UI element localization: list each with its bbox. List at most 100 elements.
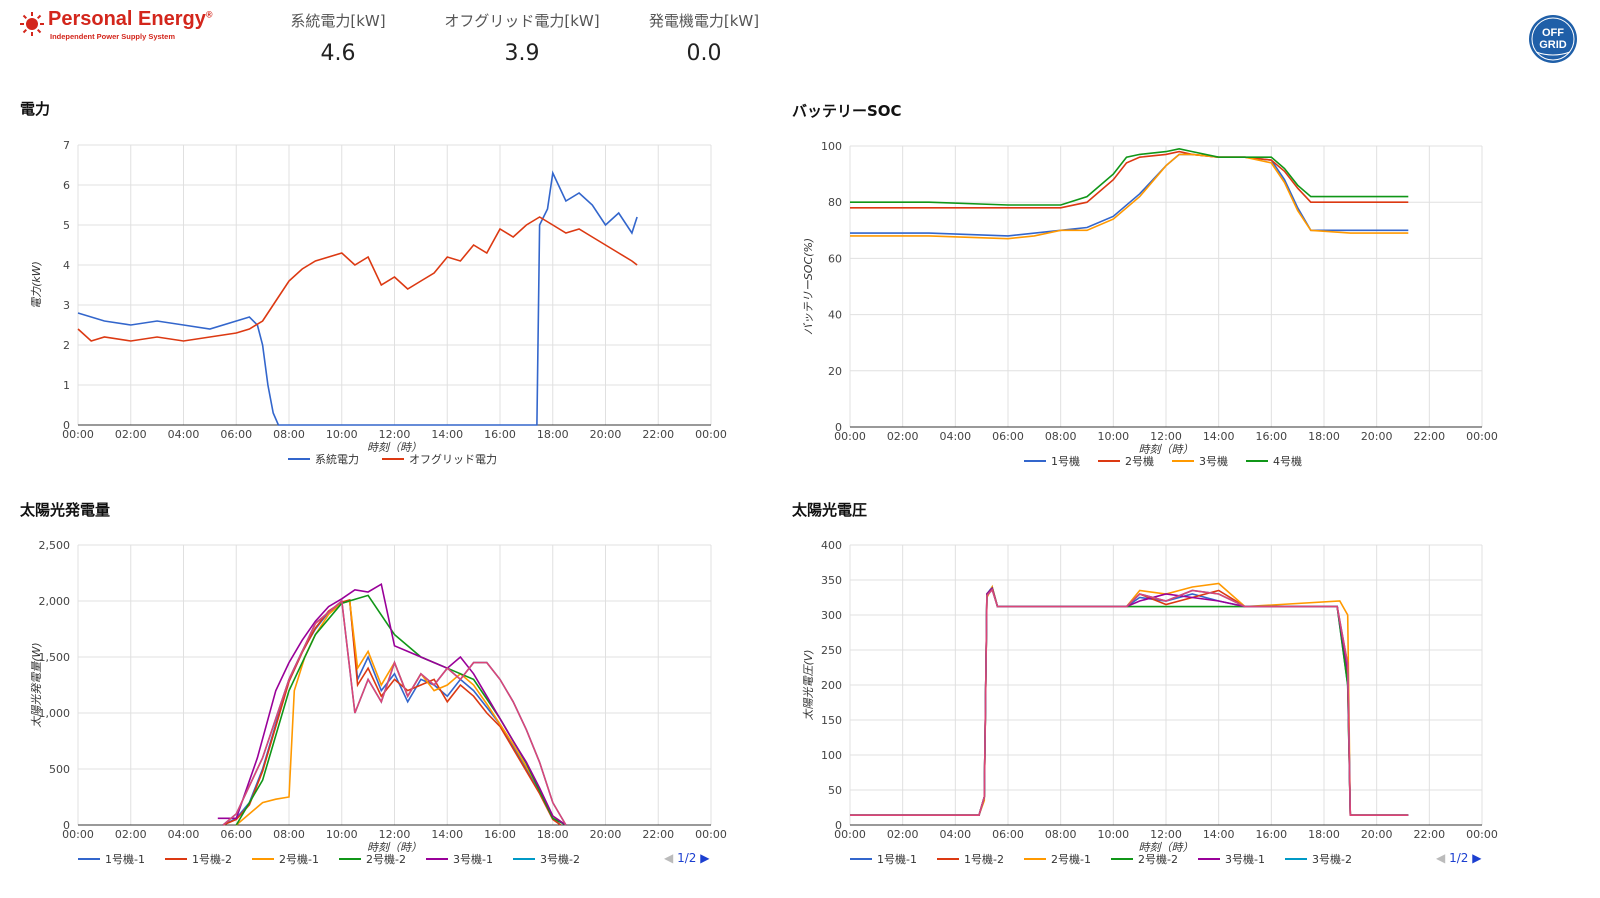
y-tick-label: 0 — [63, 819, 70, 832]
x-tick-label: 02:00 — [115, 428, 147, 441]
x-tick-label: 20:00 — [590, 828, 622, 841]
y-tick-label: 100 — [821, 749, 842, 762]
y-tick-label: 50 — [828, 784, 842, 797]
y-tick-label: 5 — [63, 219, 70, 232]
x-tick-label: 14:00 — [431, 828, 463, 841]
x-tick-label: 18:00 — [1308, 430, 1340, 443]
legend-label: 系統電力 — [315, 452, 359, 466]
stat-label: オフグリッド電力[kW] — [444, 12, 600, 30]
y-axis-label: 太陽光発電量(W) — [30, 642, 43, 727]
stat-label: 発電機電力[kW] — [648, 12, 760, 30]
x-tick-label: 00:00 — [1466, 430, 1498, 443]
y-tick-label: 300 — [821, 609, 842, 622]
x-tick-label: 04:00 — [168, 428, 200, 441]
x-tick-label: 20:00 — [1361, 430, 1393, 443]
brand-name: Personal Energy® — [48, 8, 213, 30]
pv-power-chart[interactable]: 0 500 1,000 1,500 2,000 2,500 00:00 02:00 04:00 0… — [0, 527, 780, 872]
x-tick-label: 04:00 — [168, 828, 200, 841]
y-tick-label: 1,500 — [39, 651, 71, 664]
x-tick-label: 22:00 — [1413, 828, 1445, 841]
y-tick-label: 20 — [828, 365, 842, 378]
x-tick-label: 06:00 — [220, 828, 252, 841]
series-line — [217, 582, 567, 826]
stat-value: 0.0 — [686, 41, 722, 66]
power-chart[interactable]: 0 1 2 3 4 5 6 7 00:00 02:00 04:00 06:00 08:00 10:00 12… — [0, 125, 780, 475]
y-tick-label: 1,000 — [39, 707, 71, 720]
x-tick-label: 10:00 — [326, 828, 358, 841]
x-tick-label: 08:00 — [273, 828, 305, 841]
x-tick-label: 06:00 — [992, 430, 1024, 443]
legend-label: 2号機-2 — [366, 852, 406, 866]
x-tick-label: 20:00 — [590, 428, 622, 441]
brand-logo: Personal Energy® Independent Power Suppl… — [18, 6, 258, 42]
x-axis-label: 時刻（時） — [367, 441, 422, 454]
series-line — [850, 585, 1409, 817]
legend-label: 1号機-2 — [964, 852, 1004, 866]
next-page-icon[interactable]: ▶ — [1472, 851, 1482, 865]
gridlines — [77, 544, 712, 826]
x-tick-label: 14:00 — [1203, 430, 1235, 443]
pv-power-chart-title: 太陽光発電量 — [20, 501, 111, 519]
y-tick-label: 100 — [821, 140, 842, 153]
x-tick-label: 18:00 — [1308, 828, 1340, 841]
y-tick-label: 7 — [63, 139, 70, 152]
y-tick-label: 200 — [821, 679, 842, 692]
x-tick-label: 00:00 — [834, 430, 866, 443]
x-tick-label: 20:00 — [1361, 828, 1393, 841]
x-tick-label: 22:00 — [1413, 430, 1445, 443]
legend-label: 3号機-2 — [1312, 852, 1352, 866]
y-tick-label: 350 — [821, 574, 842, 587]
sun-icon — [20, 12, 44, 36]
x-tick-label: 02:00 — [115, 828, 147, 841]
legend-label: 1号機-2 — [192, 852, 232, 866]
x-tick-label: 08:00 — [273, 428, 305, 441]
x-tick-label: 10:00 — [1097, 430, 1129, 443]
y-tick-label: 0 — [835, 819, 842, 832]
y-tick-label: 1 — [63, 379, 70, 392]
x-tick-label: 12:00 — [1150, 430, 1182, 443]
x-tick-label: 16:00 — [484, 828, 516, 841]
soc-chart-title: バッテリーSOC — [792, 102, 902, 120]
pv-voltage-chart[interactable]: 0 50 100 150 200 250 300 350 400 00:00 02:00 04:00 0… — [780, 527, 1580, 872]
pv-power-pager[interactable]: ◀ 1/2 ▶ — [664, 851, 709, 865]
x-tick-label: 10:00 — [1097, 828, 1129, 841]
offgrid-text-2: GRID — [1539, 39, 1567, 51]
x-tick-label: 00:00 — [695, 428, 727, 441]
legend-label: 2号機-2 — [1138, 852, 1178, 866]
legend-label: 3号機-1 — [453, 852, 493, 866]
x-tick-label: 18:00 — [537, 428, 569, 441]
x-tick-label: 16:00 — [484, 428, 516, 441]
next-page-icon[interactable]: ▶ — [700, 851, 710, 865]
y-tick-label: 500 — [49, 763, 70, 776]
prev-page-icon[interactable]: ◀ — [1436, 851, 1446, 865]
x-tick-label: 08:00 — [1045, 828, 1077, 841]
x-tick-label: 00:00 — [62, 428, 94, 441]
y-axis-label: 太陽光電圧(V) — [802, 649, 815, 720]
gridlines — [77, 144, 712, 426]
x-tick-label: 00:00 — [1466, 828, 1498, 841]
x-tick-label: 22:00 — [642, 428, 674, 441]
series-line — [850, 586, 1409, 817]
series-line — [850, 147, 1409, 206]
prev-page-icon[interactable]: ◀ — [664, 851, 674, 865]
legend-label: 2号機-1 — [1051, 852, 1091, 866]
brand-tagline: Independent Power Supply System — [50, 32, 176, 41]
y-tick-label: 3 — [63, 299, 70, 312]
y-tick-label: 150 — [821, 714, 842, 727]
y-axis-label: バッテリーSOC(%) — [802, 238, 815, 335]
series-line — [850, 153, 1409, 240]
y-tick-label: 80 — [828, 196, 842, 209]
y-tick-label: 60 — [828, 252, 842, 265]
gridlines — [849, 145, 1483, 428]
x-axis-label: 時刻（時） — [367, 841, 422, 854]
y-tick-label: 0 — [63, 419, 70, 432]
soc-chart[interactable]: 0 20 40 60 80 100 00:00 02:00 04:00 06:00 08:00 10:… — [780, 125, 1580, 475]
x-tick-label: 18:00 — [537, 828, 569, 841]
stat-value: 3.9 — [504, 41, 540, 66]
pv-voltage-pager[interactable]: ◀ 1/2 ▶ — [1436, 851, 1481, 865]
x-tick-label: 22:00 — [642, 828, 674, 841]
series-line — [850, 586, 1409, 817]
pv-voltage-chart-title: 太陽光電圧 — [792, 501, 868, 519]
series-line — [77, 170, 638, 426]
x-tick-label: 16:00 — [1255, 430, 1287, 443]
